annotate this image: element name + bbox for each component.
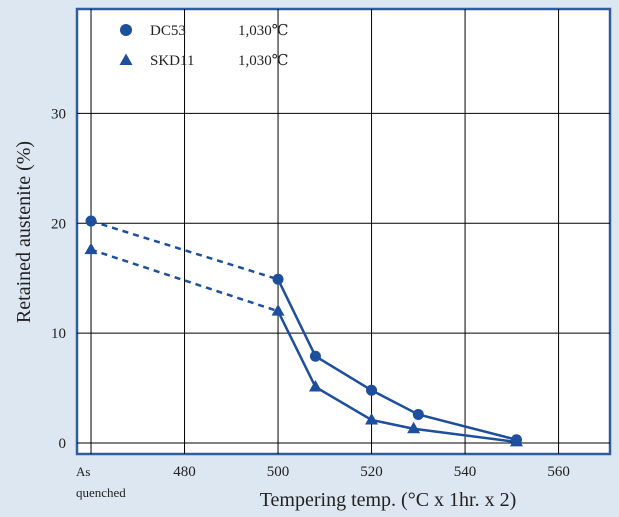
data-point-dc53 <box>309 350 321 362</box>
y-tick-label: 0 <box>59 436 67 452</box>
legend-marker-skd11 <box>119 53 133 65</box>
data-point-dc53 <box>85 215 97 227</box>
x-axis-label: Tempering temp. (°C x 1hr. x 2) <box>260 489 517 511</box>
legend: DC53 1,030℃ SKD11 1,030℃ <box>119 23 289 69</box>
x-tick-label: 520 <box>360 464 383 480</box>
data-point-skd11 <box>271 304 285 316</box>
legend-marker-dc53 <box>120 24 132 36</box>
data-point-dc53 <box>366 384 378 396</box>
x-tick-label: 560 <box>547 464 570 480</box>
y-axis-label: Retained austenite (%) <box>13 141 35 323</box>
y-tick-label: 30 <box>51 106 66 122</box>
y-tick-label: 10 <box>51 326 66 342</box>
x-tick-label: As <box>76 464 90 479</box>
legend-series-name: SKD11 <box>150 53 194 69</box>
x-tick-label: quenched <box>76 485 126 500</box>
data-point-skd11 <box>308 379 322 392</box>
legend-series-condition: 1,030℃ <box>238 53 289 69</box>
data-point-skd11 <box>365 412 379 425</box>
grid <box>77 9 610 454</box>
data-point-skd11 <box>509 434 523 447</box>
x-tick-label: 480 <box>173 464 196 480</box>
data-point-dc53 <box>272 273 284 285</box>
legend-series-name: DC53 <box>150 23 186 39</box>
plot-area <box>75 7 612 456</box>
x-tick-label: 500 <box>267 464 290 480</box>
series-layer <box>84 215 523 447</box>
x-tick-label: 540 <box>454 464 477 480</box>
tick-labels: 0 10 20 30 As quenched 480 500 520 540 560 <box>51 106 570 500</box>
data-point-dc53 <box>412 408 424 420</box>
y-tick-label: 20 <box>51 216 66 232</box>
legend-series-condition: 1,030℃ <box>238 23 289 39</box>
data-point-skd11 <box>407 421 421 434</box>
data-point-skd11 <box>84 242 98 255</box>
